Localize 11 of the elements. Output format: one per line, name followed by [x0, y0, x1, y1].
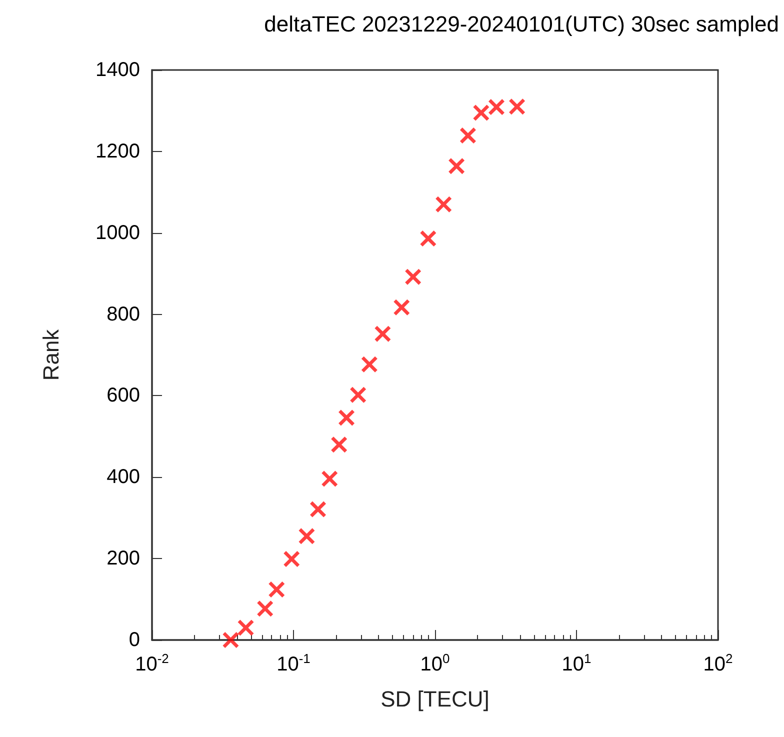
y-axis-title: Rank [38, 328, 64, 381]
y-tick-label: 1000 [96, 222, 140, 244]
y-tick-label: 200 [106, 548, 140, 570]
y-tick-label: 800 [106, 303, 140, 326]
y-tick-label: 600 [106, 384, 140, 407]
y-tick-label: 0 [128, 629, 140, 651]
y-tick-label: 1200 [96, 140, 140, 162]
x-axis-title: SD [TECU] [380, 686, 490, 712]
y-tick-label: 400 [106, 466, 140, 488]
chart-title: deltaTEC 20231229-20240101(UTC) 30sec sampled [264, 12, 779, 36]
y-tick-label: 1400 [96, 59, 140, 81]
